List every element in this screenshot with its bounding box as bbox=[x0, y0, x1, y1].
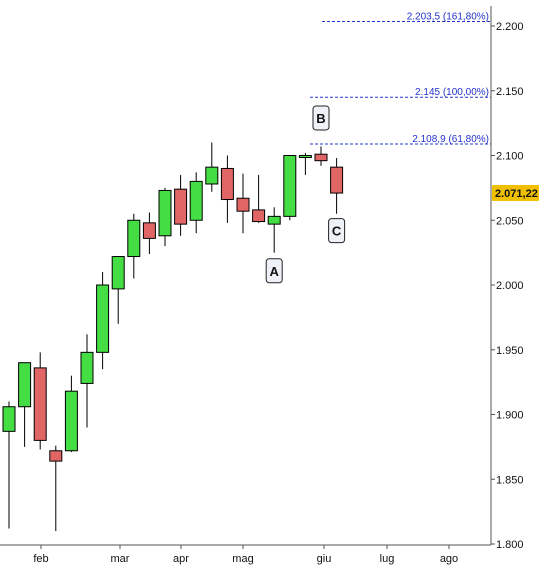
candle-body bbox=[236, 197, 250, 212]
last-price-background bbox=[492, 185, 539, 202]
x-tick-label: mag bbox=[232, 553, 253, 565]
candle bbox=[205, 142, 219, 192]
candle-body bbox=[298, 155, 312, 158]
candle bbox=[220, 155, 234, 223]
candle bbox=[267, 207, 281, 253]
candle-body bbox=[158, 189, 172, 237]
y-axis: 1.800 1.850 1.900 1.950 2.000 2.050 2.100 2.150… bbox=[490, 6, 539, 551]
y-tick-label: 1.800 bbox=[496, 539, 524, 551]
fib-level-label: 2.145 (100,00%) bbox=[415, 87, 489, 98]
y-axis-ticks: 1.800 1.850 1.900 1.950 2.000 2.050 2.100 2.150… bbox=[491, 21, 524, 551]
candles bbox=[2, 142, 344, 532]
candle bbox=[174, 174, 188, 236]
y-tick-label: 1.900 bbox=[496, 410, 524, 422]
plot-area: 2.108,9 (61,80%) 2.145 (100,00%) 2.203,5 (… bbox=[2, 11, 491, 532]
last-price-label: 2.071,22 bbox=[495, 188, 538, 200]
candle-body bbox=[314, 153, 328, 162]
candle bbox=[252, 174, 266, 223]
y-tick-label: 2.200 bbox=[496, 21, 524, 33]
wave-label-c: C bbox=[328, 218, 346, 244]
wave-labels: A B C bbox=[265, 105, 346, 284]
x-axis: feb mar apr mag giu lug ago bbox=[0, 544, 491, 565]
wave-label-text: B bbox=[316, 111, 325, 126]
candle-body bbox=[49, 450, 63, 462]
wave-label-box bbox=[312, 105, 330, 131]
fibonacci-levels: 2.108,9 (61,80%) 2.145 (100,00%) 2.203,5 (… bbox=[310, 11, 491, 145]
x-tick-label: ago bbox=[440, 553, 458, 565]
candle-body bbox=[267, 215, 281, 225]
candle bbox=[33, 352, 47, 450]
candle-body bbox=[330, 166, 344, 194]
y-tick-label: 1.850 bbox=[496, 474, 524, 486]
candle-body bbox=[127, 219, 141, 258]
candle-body bbox=[205, 166, 219, 185]
candle-body bbox=[174, 188, 188, 225]
candle bbox=[236, 173, 250, 234]
candle bbox=[18, 362, 32, 447]
candle bbox=[64, 375, 78, 453]
candle bbox=[111, 256, 125, 324]
y-tick-label: 2.150 bbox=[496, 86, 524, 98]
candle-body bbox=[252, 209, 266, 223]
candle-body bbox=[2, 406, 16, 432]
fib-level-label: 2.203,5 (161,80%) bbox=[407, 11, 489, 22]
candle-body bbox=[142, 222, 156, 239]
candle bbox=[298, 152, 312, 175]
candle bbox=[127, 213, 141, 279]
x-tick-label: giu bbox=[317, 553, 332, 565]
candle-body bbox=[96, 284, 110, 353]
y-tick-label: 2.100 bbox=[496, 151, 524, 163]
wave-label-a: A bbox=[265, 258, 283, 284]
y-tick-label: 2.050 bbox=[496, 215, 524, 227]
x-tick-label: apr bbox=[173, 553, 189, 565]
candle bbox=[49, 445, 63, 532]
candle bbox=[96, 272, 110, 370]
wave-label-text: A bbox=[270, 264, 280, 279]
candle-body bbox=[80, 351, 94, 384]
candle-body bbox=[64, 390, 78, 452]
candle bbox=[330, 158, 344, 214]
x-axis-ticks: feb mar apr mag giu lug ago bbox=[33, 545, 458, 565]
wave-label-box bbox=[265, 258, 283, 284]
x-tick-label: mar bbox=[111, 553, 130, 565]
fib-level-label: 2.108,9 (61,80%) bbox=[412, 134, 489, 145]
candle bbox=[142, 212, 156, 254]
candle-body bbox=[33, 367, 47, 441]
y-tick-label: 1.950 bbox=[496, 345, 524, 357]
candle-body bbox=[283, 155, 297, 217]
x-tick-label: lug bbox=[380, 553, 395, 565]
candle-body bbox=[18, 362, 32, 408]
candle bbox=[158, 187, 172, 247]
wave-label-text: C bbox=[332, 224, 342, 239]
candle bbox=[80, 334, 94, 428]
last-price-marker: 2.071,22 bbox=[492, 185, 539, 202]
candle bbox=[283, 155, 297, 221]
candle-body bbox=[220, 167, 234, 201]
y-tick-label: 2.000 bbox=[496, 280, 524, 292]
wave-label-box bbox=[328, 218, 346, 244]
candle bbox=[2, 401, 16, 529]
candle bbox=[314, 146, 328, 166]
candle-body bbox=[111, 256, 125, 290]
candle-body bbox=[189, 180, 203, 221]
wave-label-b: B bbox=[312, 105, 330, 131]
candle bbox=[189, 172, 203, 234]
x-tick-label: feb bbox=[33, 553, 48, 565]
